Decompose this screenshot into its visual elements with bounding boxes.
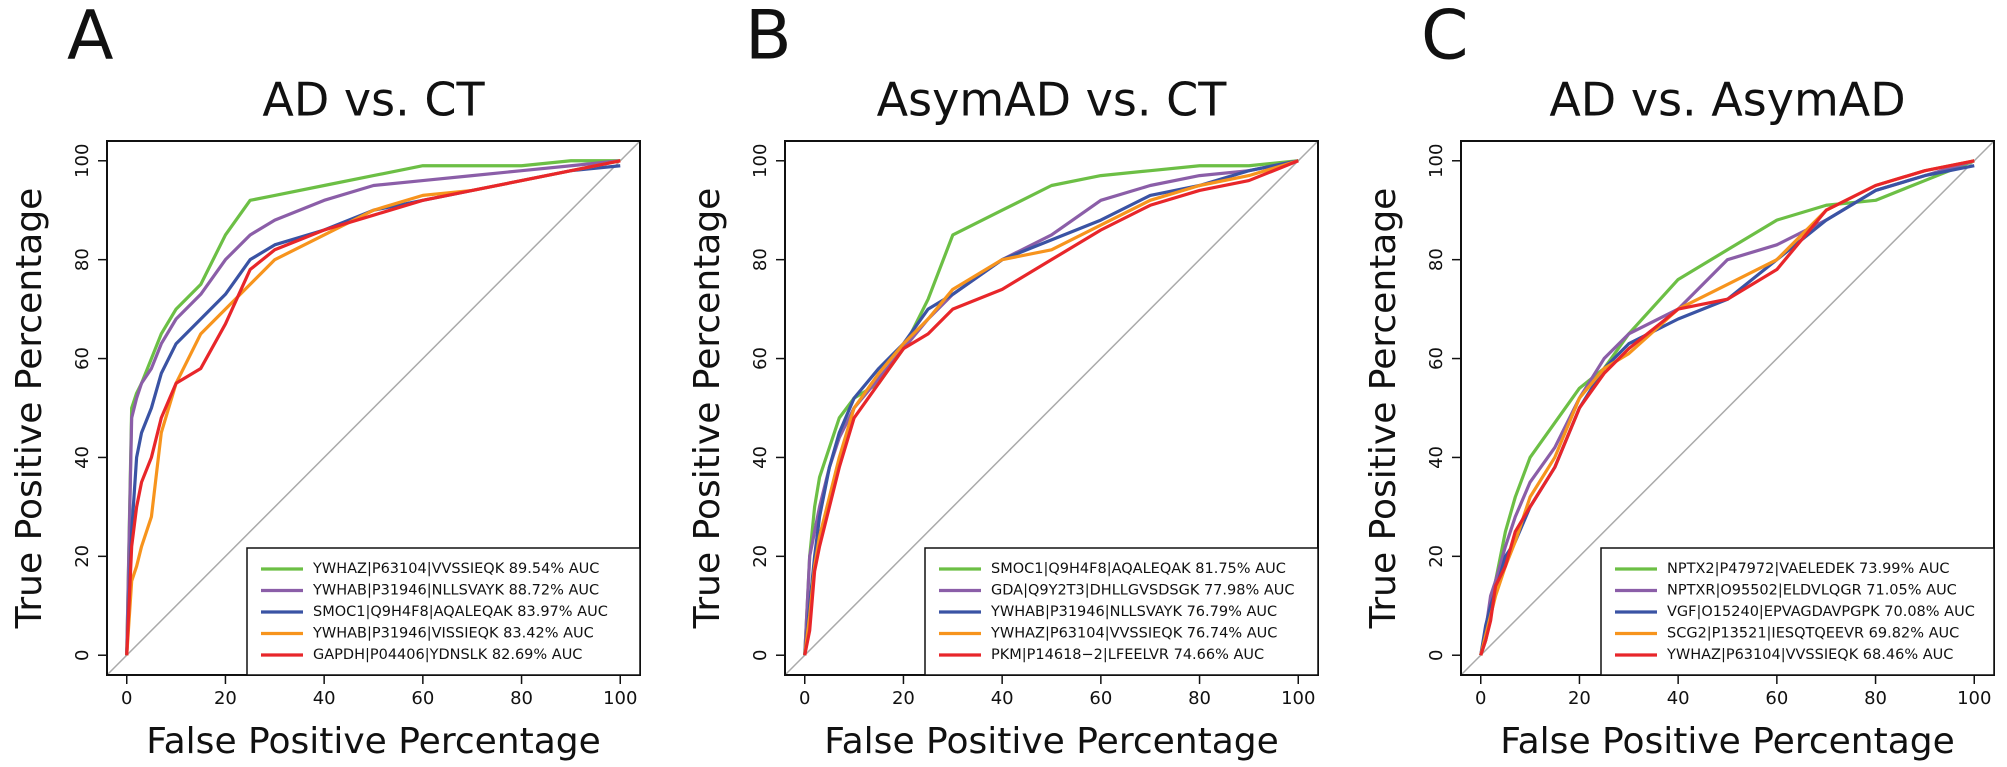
y-tick-label: 0	[72, 649, 93, 660]
x-tick-label: 20	[1568, 688, 1591, 709]
y-axis-label: True Positive Percentage	[1363, 188, 1404, 630]
legend-label: SMOC1|Q9H4F8|AQALEQAK 81.75% AUC	[991, 561, 1286, 577]
y-tick-label: 100	[1426, 144, 1447, 178]
x-tick-label: 60	[411, 688, 434, 709]
legend-label: NPTXR|O95502|ELDVLQGR 71.05% AUC	[1667, 583, 1957, 599]
y-axis-label: True Positive Percentage	[9, 188, 50, 630]
x-tick-label: 0	[121, 688, 132, 709]
y-tick-label: 20	[72, 545, 93, 568]
legend-label: YWHAZ|P63104|VVSSIEQK 68.46% AUC	[1666, 647, 1953, 663]
reference-line	[1460, 140, 1995, 676]
x-tick-label: 60	[1765, 688, 1788, 709]
y-tick-label: 20	[750, 545, 771, 568]
x-tick-label: 20	[892, 688, 915, 709]
y-tick-label: 60	[750, 347, 771, 370]
legend-label: SCG2|P13521|IESQTQEEVR 69.82% AUC	[1667, 626, 1959, 642]
y-tick-label: 100	[750, 144, 771, 178]
x-tick-label: 100	[1281, 688, 1315, 709]
chart-title: AD vs. AsymAD	[1549, 73, 1905, 127]
roc-curve	[803, 159, 1299, 656]
panel-label: C	[1421, 0, 1468, 76]
roc-curve	[803, 159, 1299, 656]
chart-title: AsymAD vs. CT	[877, 73, 1228, 127]
y-tick-label: 0	[750, 649, 771, 660]
y-tick-label: 40	[1426, 446, 1447, 469]
y-tick-label: 80	[72, 248, 93, 271]
legend-label: GDA|Q9Y2T3|DHLLGVSDSGK 77.98% AUC	[991, 583, 1295, 599]
x-tick-label: 80	[1188, 688, 1211, 709]
y-tick-label: 80	[750, 248, 771, 271]
roc-curve	[125, 159, 621, 656]
legend-label: YWHAB|P31946|VISSIEQK 83.42% AUC	[312, 626, 594, 642]
y-axis-label: True Positive Percentage	[687, 188, 728, 630]
y-tick-label: 0	[1426, 649, 1447, 660]
legend-label: PKM|P14618−2|LFEELVR 74.66% AUC	[991, 647, 1264, 663]
y-tick-label: 40	[72, 446, 93, 469]
x-tick-label: 40	[1667, 688, 1690, 709]
legend-box	[1600, 547, 1995, 676]
x-tick-label: 0	[1475, 688, 1486, 709]
x-axis-label: False Positive Percentage	[146, 721, 601, 762]
reference-line	[784, 140, 1319, 676]
legend-label: GAPDH|P04406|YDNSLK 82.69% AUC	[313, 647, 582, 663]
y-tick-label: 60	[1426, 347, 1447, 370]
x-tick-label: 100	[603, 688, 637, 709]
panel-label: B	[745, 0, 792, 76]
y-tick-label: 60	[72, 347, 93, 370]
x-tick-label: 20	[214, 688, 237, 709]
x-tick-label: 80	[510, 688, 533, 709]
legend-label: SMOC1|Q9H4F8|AQALEQAK 83.97% AUC	[313, 604, 608, 620]
x-tick-label: 80	[1864, 688, 1887, 709]
roc-curve	[803, 159, 1299, 656]
y-tick-label: 100	[72, 144, 93, 178]
chart-title: AD vs. CT	[262, 73, 485, 127]
x-tick-label: 100	[1957, 688, 1991, 709]
roc-curve	[1479, 159, 1975, 656]
y-tick-label: 20	[1426, 545, 1447, 568]
legend-label: YWHAZ|P63104|VVSSIEQK 89.54% AUC	[312, 561, 599, 577]
y-tick-label: 80	[1426, 248, 1447, 271]
legend-box	[246, 547, 641, 676]
x-tick-label: 0	[799, 688, 810, 709]
roc-curve	[125, 159, 621, 656]
legend-label: VGF|O15240|EPVAGDAVPGPK 70.08% AUC	[1667, 604, 1975, 620]
panel-label: A	[67, 0, 114, 76]
roc-curve	[803, 159, 1299, 656]
legend-label: NPTX2|P47972|VAELEDEK 73.99% AUC	[1667, 561, 1950, 577]
legend-label: YWHAZ|P63104|VVSSIEQK 76.74% AUC	[990, 626, 1277, 642]
x-tick-label: 60	[1089, 688, 1112, 709]
x-axis-label: False Positive Percentage	[824, 721, 1279, 762]
legend-label: YWHAB|P31946|NLLSVAYK 88.72% AUC	[312, 583, 599, 599]
x-axis-label: False Positive Percentage	[1500, 721, 1955, 762]
x-tick-label: 40	[991, 688, 1014, 709]
reference-line	[106, 140, 641, 676]
legend-box	[924, 547, 1319, 676]
x-tick-label: 40	[313, 688, 336, 709]
y-tick-label: 40	[750, 446, 771, 469]
legend-label: YWHAB|P31946|NLLSVAYK 76.79% AUC	[990, 604, 1277, 620]
